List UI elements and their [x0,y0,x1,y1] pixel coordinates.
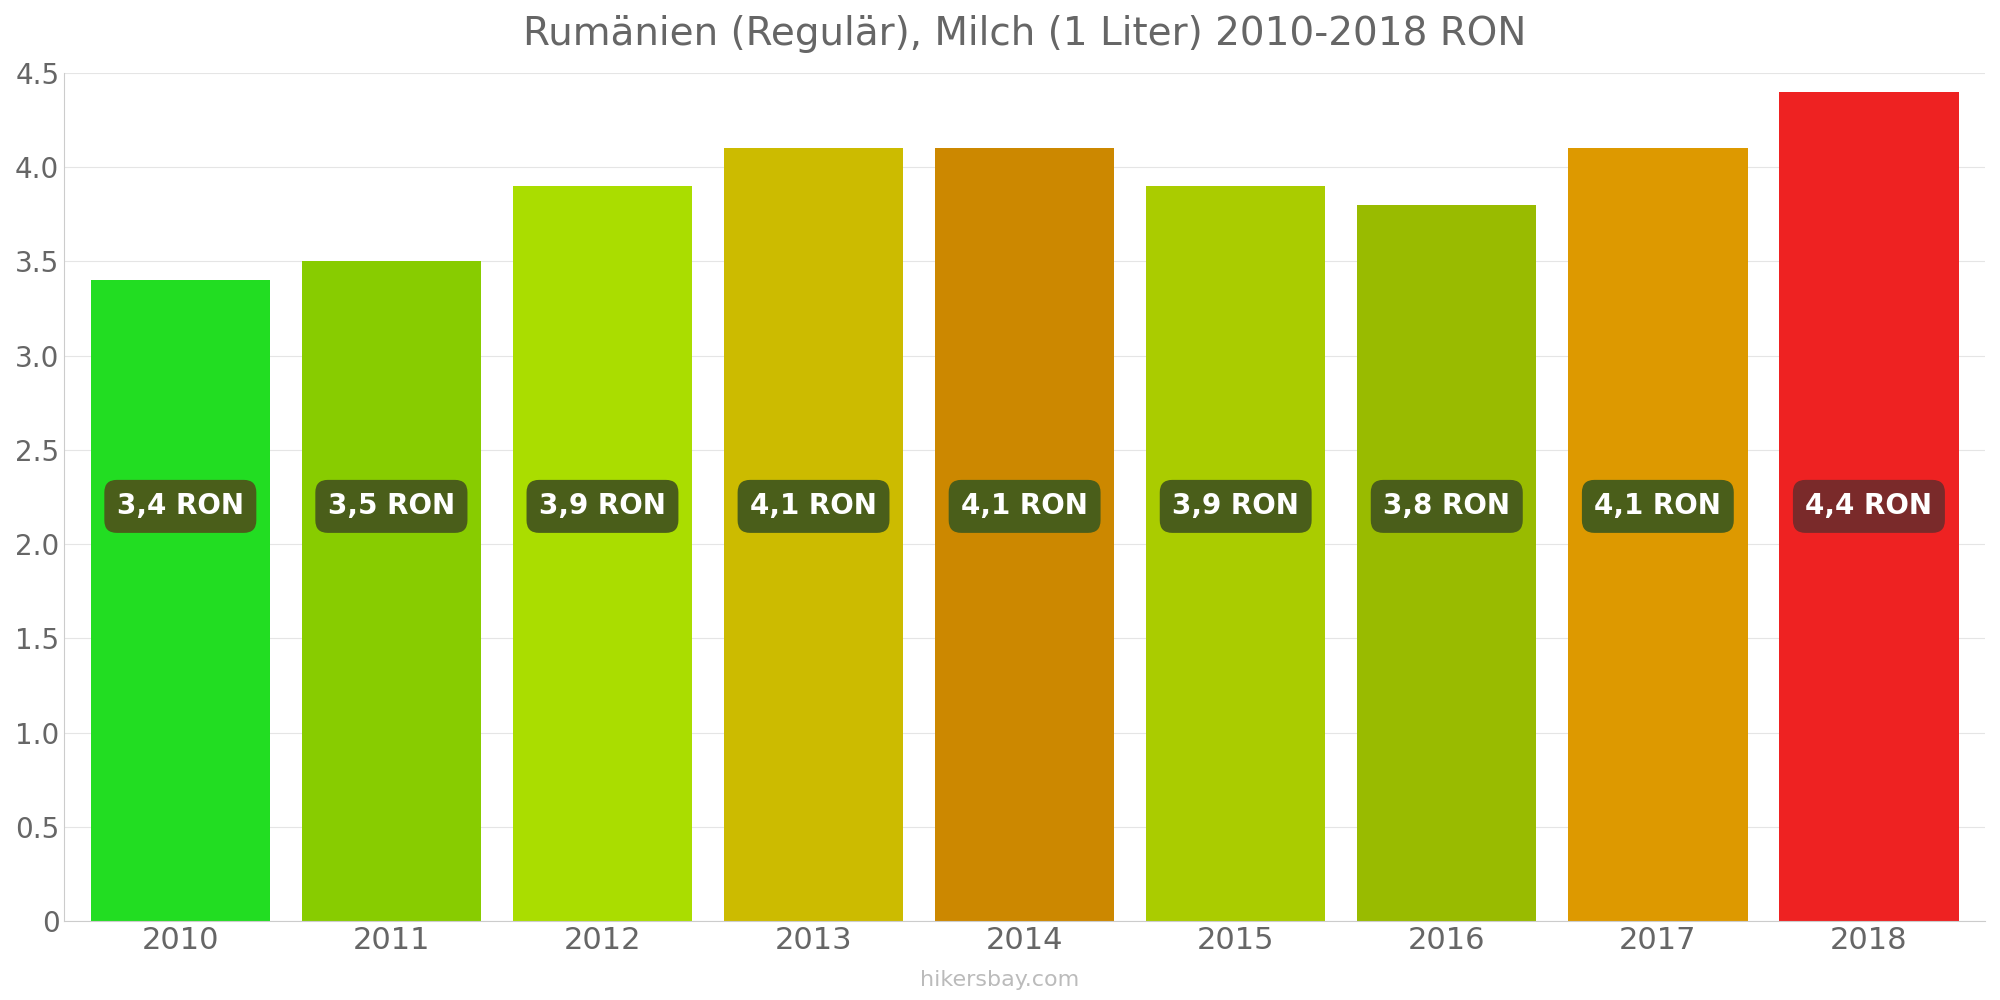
Bar [724,148,904,921]
Text: 3,5 RON: 3,5 RON [328,492,454,520]
Text: 4,4 RON: 4,4 RON [1806,492,1932,520]
Text: 4,1 RON: 4,1 RON [962,492,1088,520]
Bar [512,186,692,921]
Text: 4,1 RON: 4,1 RON [1594,492,1722,520]
Bar [1146,186,1326,921]
Bar [302,261,482,921]
Bar [90,280,270,921]
Text: 3,9 RON: 3,9 RON [540,492,666,520]
Text: 3,9 RON: 3,9 RON [1172,492,1300,520]
Text: hikersbay.com: hikersbay.com [920,970,1080,990]
Title: Rumänien (Regulär), Milch (1 Liter) 2010-2018 RON: Rumänien (Regulär), Milch (1 Liter) 2010… [522,15,1526,53]
Bar [1780,92,1958,921]
Text: 4,1 RON: 4,1 RON [750,492,876,520]
Text: 3,8 RON: 3,8 RON [1384,492,1510,520]
Bar [1358,205,1536,921]
Bar [934,148,1114,921]
Text: 3,4 RON: 3,4 RON [116,492,244,520]
Bar [1568,148,1748,921]
